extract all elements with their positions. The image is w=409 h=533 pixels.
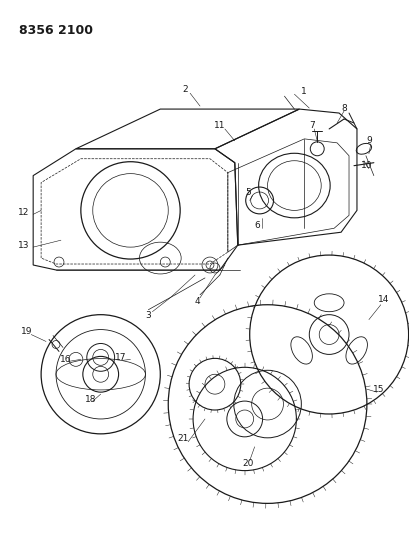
Text: 4: 4 <box>194 297 199 306</box>
Text: 5: 5 <box>244 188 250 197</box>
Text: 6: 6 <box>254 221 260 230</box>
Text: 21: 21 <box>177 434 189 443</box>
Text: 7: 7 <box>309 122 315 131</box>
Text: 8: 8 <box>340 103 346 112</box>
Text: 16: 16 <box>60 355 72 364</box>
Text: 12: 12 <box>18 208 29 217</box>
Text: 17: 17 <box>115 353 126 362</box>
Text: 11: 11 <box>213 122 225 131</box>
Text: 20: 20 <box>241 459 253 468</box>
Text: 15: 15 <box>372 385 384 394</box>
Text: 19: 19 <box>20 327 32 336</box>
Text: 14: 14 <box>377 295 389 304</box>
Text: 2: 2 <box>182 85 187 94</box>
Text: 3: 3 <box>145 311 151 320</box>
Text: 9: 9 <box>365 136 371 146</box>
Text: 10: 10 <box>360 161 372 170</box>
Text: 8356 2100: 8356 2100 <box>19 23 93 37</box>
Text: 1: 1 <box>301 87 306 96</box>
Text: 13: 13 <box>18 240 29 249</box>
Text: 18: 18 <box>85 394 96 403</box>
